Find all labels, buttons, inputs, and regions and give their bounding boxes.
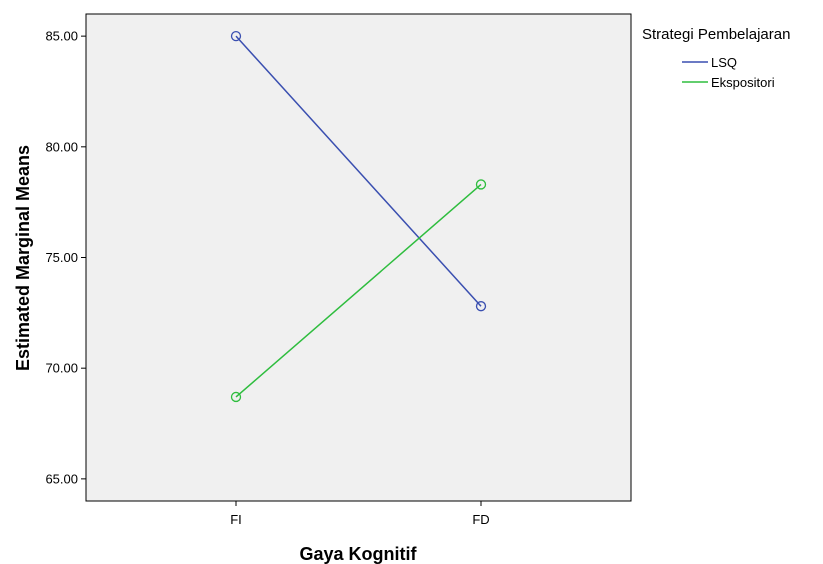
plot-area [85,13,632,502]
y-axis-title: Estimated Marginal Means [13,145,33,371]
y-tick-label: 75.00 [45,250,78,265]
legend: Strategi Pembelajaran LSQ Ekspositori [642,26,790,90]
x-tick-label: FI [230,512,242,527]
x-axis-ticks: FI FD [230,501,490,527]
y-tick-label: 70.00 [45,361,78,376]
series-line-0 [235,35,482,307]
x-axis-title: Gaya Kognitif [299,544,417,564]
x-tick-label: FD [472,512,489,527]
data-point [230,391,242,403]
y-axis-ticks: 65.00 70.00 75.00 80.00 85.00 [45,29,86,486]
data-point [230,30,242,42]
legend-title: Strategi Pembelajaran [642,26,790,43]
y-tick-label: 85.00 [45,29,78,44]
y-tick-label: 80.00 [45,139,78,154]
data-point [475,179,487,190]
legend-label: Ekspositori [711,75,775,90]
y-tick-label: 65.00 [45,471,78,486]
data-point [475,301,487,312]
series-line-1 [235,183,482,398]
legend-label: LSQ [711,55,737,70]
series-lines [230,30,487,403]
